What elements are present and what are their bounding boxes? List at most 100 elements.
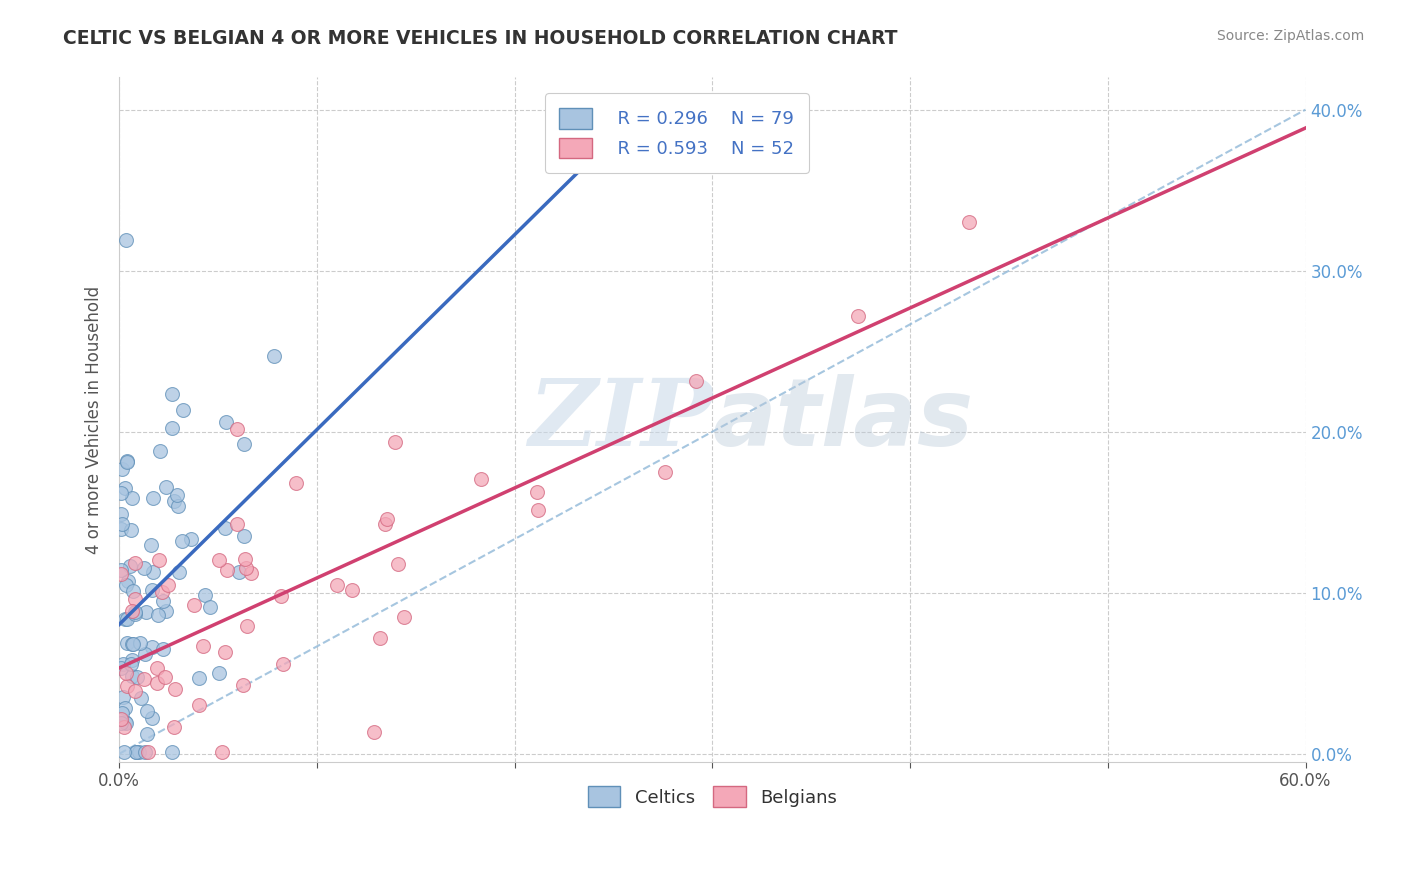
Point: [270, 589, 292, 603]
Point: [384, 435, 406, 450]
Point: [526, 503, 548, 517]
Point: [132, 561, 155, 575]
Point: [146, 608, 169, 623]
Point: [188, 671, 211, 685]
Point: [214, 645, 236, 659]
Point: [125, 670, 148, 684]
Point: [167, 499, 190, 513]
Point: [392, 610, 415, 624]
Point: [115, 665, 138, 680]
Point: [150, 584, 173, 599]
Point: [363, 725, 385, 739]
Point: [194, 588, 217, 602]
Point: [117, 574, 139, 588]
Point: [142, 565, 165, 579]
Point: [111, 517, 134, 532]
Point: [526, 485, 548, 500]
Legend: Celtics, Belgians: Celtics, Belgians: [581, 779, 844, 814]
Point: [124, 607, 146, 622]
Point: [121, 653, 143, 667]
Text: Source: ZipAtlas.com: Source: ZipAtlas.com: [1216, 29, 1364, 43]
Point: [155, 670, 177, 684]
Point: [115, 577, 138, 591]
Point: [170, 533, 193, 548]
Point: [169, 565, 191, 579]
Point: [160, 421, 183, 435]
Point: [340, 583, 363, 598]
Text: atlas: atlas: [713, 374, 973, 466]
Point: [235, 551, 257, 566]
Point: [111, 657, 134, 671]
Point: [160, 387, 183, 401]
Point: [121, 637, 143, 651]
Point: [129, 690, 152, 705]
Point: [155, 480, 177, 494]
Point: [112, 721, 135, 735]
Point: [957, 215, 980, 229]
Point: [165, 682, 187, 697]
Point: [125, 745, 148, 759]
Point: [110, 715, 132, 730]
Point: [271, 657, 294, 671]
Point: [215, 416, 238, 430]
Point: [263, 349, 285, 363]
Point: [124, 557, 146, 571]
Point: [136, 704, 159, 718]
Point: [136, 727, 159, 741]
Point: [115, 679, 138, 693]
Point: [115, 636, 138, 650]
Point: [148, 552, 170, 566]
Point: [129, 635, 152, 649]
Point: [110, 507, 132, 521]
Point: [115, 233, 138, 247]
Point: [115, 455, 138, 469]
Point: [470, 472, 492, 486]
Point: [233, 437, 256, 451]
Point: [152, 641, 174, 656]
Point: [141, 538, 163, 552]
Point: [111, 690, 134, 704]
Point: [163, 720, 186, 734]
Point: [211, 745, 233, 759]
Point: [240, 566, 263, 581]
Point: [136, 745, 159, 759]
Point: [111, 706, 134, 721]
Point: [166, 488, 188, 502]
Point: [685, 374, 707, 388]
Point: [111, 461, 134, 475]
Point: [121, 604, 143, 618]
Point: [121, 583, 143, 598]
Point: [654, 465, 676, 479]
Point: [846, 310, 869, 324]
Point: [128, 745, 150, 759]
Point: [146, 675, 169, 690]
Point: [110, 661, 132, 675]
Point: [118, 559, 141, 574]
Point: [187, 698, 209, 713]
Point: [198, 600, 221, 615]
Point: [375, 512, 398, 526]
Point: [232, 678, 254, 692]
Point: [114, 612, 136, 626]
Point: [235, 561, 257, 575]
Point: [236, 619, 259, 633]
Point: [114, 481, 136, 495]
Point: [141, 640, 163, 655]
Point: [114, 714, 136, 729]
Point: [232, 529, 254, 543]
Point: [110, 567, 132, 582]
Point: [124, 745, 146, 759]
Point: [141, 582, 163, 597]
Point: [141, 711, 163, 725]
Point: [215, 564, 238, 578]
Point: [110, 522, 132, 536]
Point: [110, 563, 132, 577]
Y-axis label: 4 or more Vehicles in Household: 4 or more Vehicles in Household: [86, 285, 103, 554]
Point: [120, 657, 142, 672]
Point: [110, 712, 132, 726]
Point: [142, 491, 165, 506]
Point: [162, 745, 184, 759]
Point: [115, 716, 138, 731]
Text: CELTIC VS BELGIAN 4 OR MORE VEHICLES IN HOUSEHOLD CORRELATION CHART: CELTIC VS BELGIAN 4 OR MORE VEHICLES IN …: [63, 29, 898, 47]
Point: [387, 557, 409, 571]
